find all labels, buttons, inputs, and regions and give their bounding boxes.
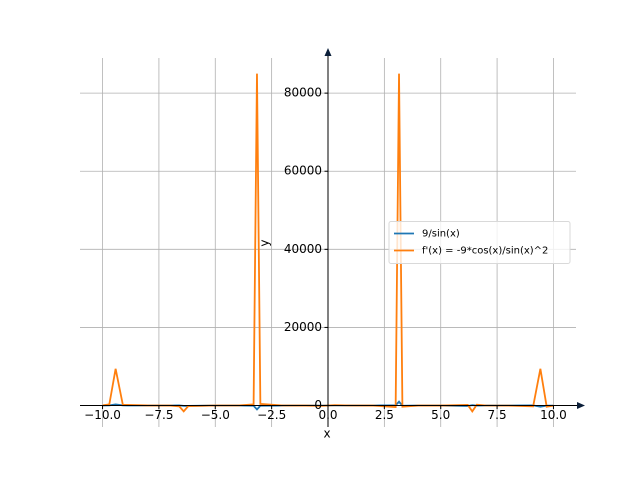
- y-tick-label: 40000: [284, 242, 322, 256]
- y-tick-label: 20000: [284, 320, 322, 334]
- y-tick-label: 0: [314, 398, 322, 412]
- legend-box: [388, 221, 571, 264]
- x-tick-label: 7.5: [488, 408, 507, 422]
- x-tick-label: −2.5: [257, 408, 286, 422]
- y-axis-arrow: [324, 48, 332, 56]
- x-tick-label: 10.0: [540, 408, 567, 422]
- x-axis-label: x: [323, 427, 330, 441]
- y-axis-label: y: [258, 239, 272, 246]
- legend: 9/sin(x) f'(x) = -9*cos(x)/sin(x)^2: [388, 221, 571, 264]
- x-tick-label: −7.5: [144, 408, 173, 422]
- x-tick-label: −10.0: [84, 408, 121, 422]
- legend-label: 9/sin(x): [422, 229, 460, 240]
- x-tick-label: 5.0: [431, 408, 450, 422]
- x-tick-label: 2.5: [375, 408, 394, 422]
- legend-label: f'(x) = -9*cos(x)/sin(x)^2: [422, 246, 548, 257]
- x-axis-arrow: [577, 402, 585, 410]
- y-tick-label: 80000: [284, 86, 322, 100]
- y-tick-label: 60000: [284, 164, 322, 178]
- x-tick-label: −5.0: [201, 408, 230, 422]
- x-tick-label: 0.0: [318, 408, 337, 422]
